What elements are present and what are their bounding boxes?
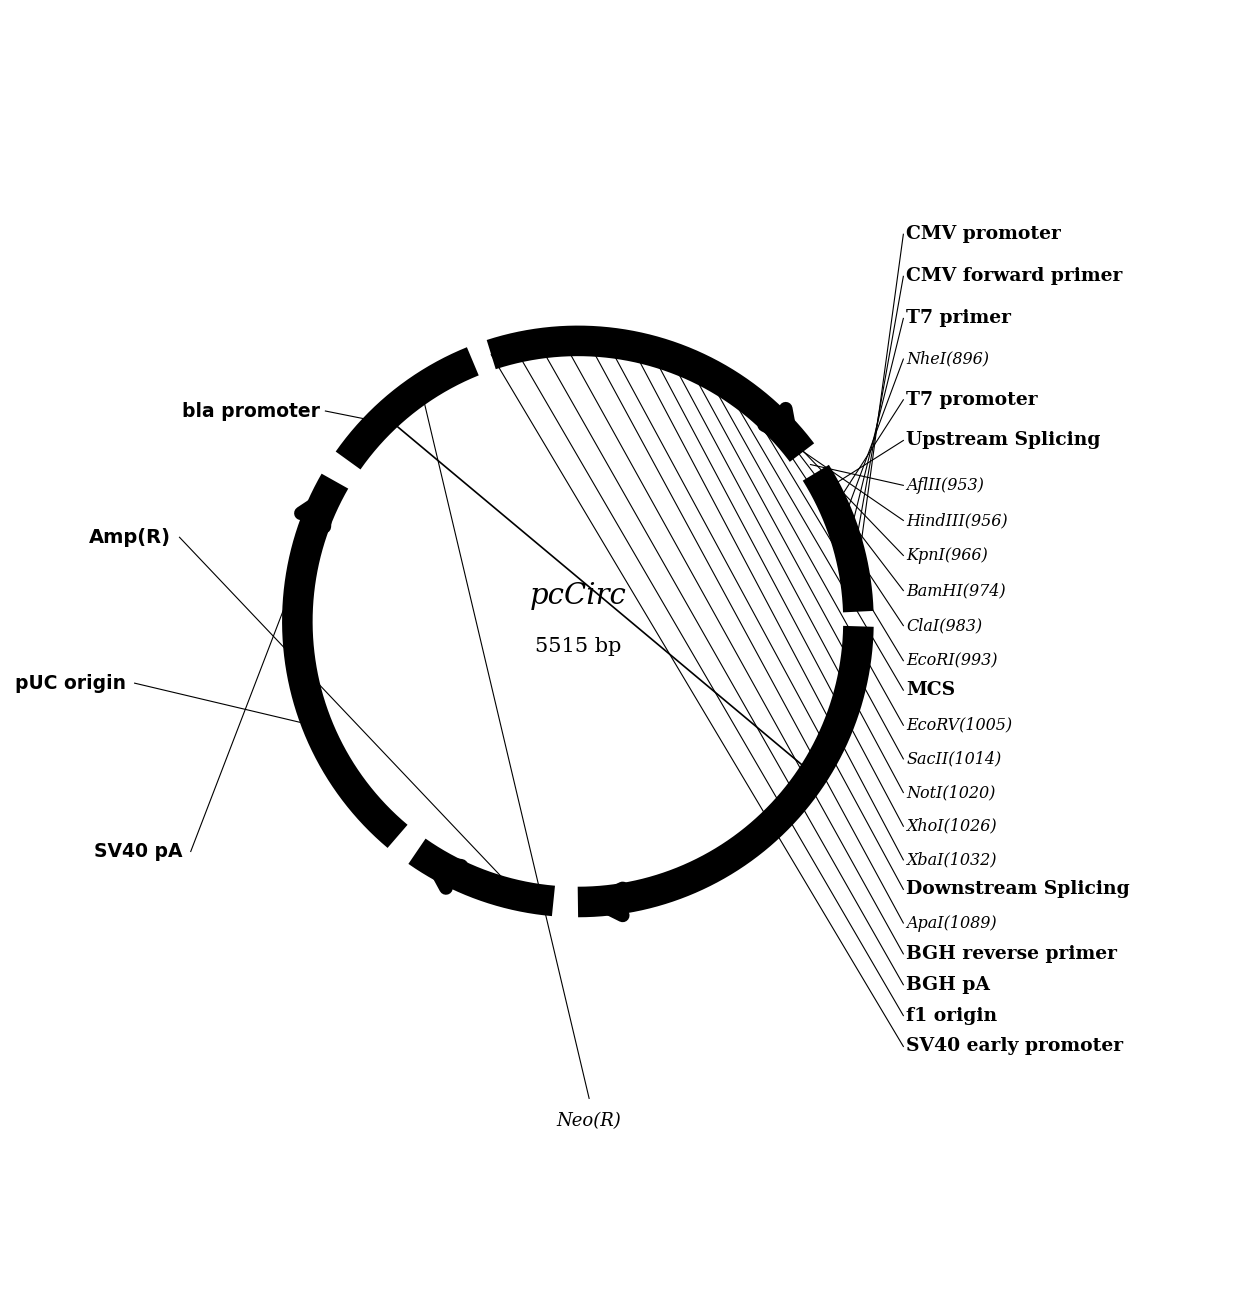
Text: AflII(953): AflII(953) (906, 477, 985, 494)
Text: CMV forward primer: CMV forward primer (906, 268, 1122, 285)
Text: SV40 early promoter: SV40 early promoter (906, 1037, 1123, 1056)
Text: MCS: MCS (906, 681, 955, 699)
Text: 5515 bp: 5515 bp (534, 637, 621, 656)
Text: CMV promoter: CMV promoter (906, 226, 1061, 243)
Text: BamHI(974): BamHI(974) (906, 582, 1006, 599)
Text: ClaI(983): ClaI(983) (906, 617, 982, 634)
Text: KpnI(966): KpnI(966) (906, 548, 988, 565)
Text: SV40 pA: SV40 pA (94, 842, 182, 861)
Text: f1 origin: f1 origin (906, 1007, 997, 1024)
Text: Amp(R): Amp(R) (89, 528, 171, 546)
Text: BGH pA: BGH pA (906, 976, 990, 994)
Text: EcoRV(1005): EcoRV(1005) (906, 717, 1012, 734)
Text: Downstream Splicing: Downstream Splicing (906, 880, 1130, 898)
Text: Neo(R): Neo(R) (557, 1112, 621, 1130)
Text: Upstream Splicing: Upstream Splicing (906, 432, 1101, 449)
Text: SacII(1014): SacII(1014) (906, 751, 1002, 767)
Text: ApaI(1089): ApaI(1089) (906, 915, 997, 931)
Text: NotI(1020): NotI(1020) (906, 784, 996, 801)
Text: EcoRI(993): EcoRI(993) (906, 653, 998, 670)
Text: pcCirc: pcCirc (529, 582, 626, 611)
Text: NheI(896): NheI(896) (906, 351, 990, 368)
Text: pUC origin: pUC origin (15, 674, 126, 693)
Text: XhoI(1026): XhoI(1026) (906, 818, 997, 835)
Text: T7 promoter: T7 promoter (906, 391, 1038, 408)
Text: BGH reverse primer: BGH reverse primer (906, 945, 1117, 962)
Text: T7 primer: T7 primer (906, 310, 1011, 327)
Text: HindIII(956): HindIII(956) (906, 512, 1008, 529)
Text: bla promoter: bla promoter (182, 402, 320, 420)
Text: XbaI(1032): XbaI(1032) (906, 851, 997, 868)
